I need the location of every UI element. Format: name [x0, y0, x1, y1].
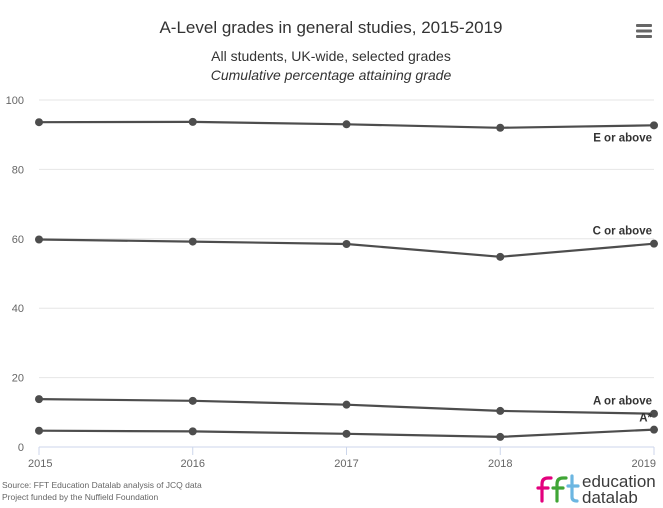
y-tick-label: 60	[12, 234, 24, 246]
x-tick-label: 2018	[488, 458, 512, 470]
series-3: A*	[35, 413, 658, 441]
y-tick-label: 80	[12, 164, 24, 176]
logo-text-education: education	[582, 472, 656, 491]
series-layer: E or above C or above A or above A*	[35, 117, 658, 441]
series-label: E or above	[593, 132, 652, 144]
data-point[interactable]	[188, 117, 197, 126]
logo-text-datalab: datalab	[582, 488, 638, 507]
series-label: A or above	[593, 396, 652, 408]
x-tick-label: 2016	[181, 458, 205, 470]
data-point[interactable]	[496, 252, 505, 261]
y-tick-label: 0	[18, 442, 24, 454]
x-axis: 2015 2016 2017 2018 2019	[28, 446, 656, 470]
data-point[interactable]	[342, 429, 351, 438]
fft-logo: education datalab	[536, 472, 656, 507]
data-point[interactable]	[188, 396, 197, 405]
y-tick-label: 20	[12, 373, 24, 385]
data-point[interactable]	[35, 395, 43, 404]
data-point[interactable]	[650, 239, 658, 248]
data-point[interactable]	[35, 235, 43, 244]
series-label: A*	[639, 413, 652, 425]
data-point[interactable]	[35, 426, 43, 435]
data-point[interactable]	[342, 400, 351, 409]
series-label: C or above	[593, 226, 652, 238]
data-point[interactable]	[650, 121, 658, 130]
y-tick-label: 40	[12, 303, 24, 315]
data-point[interactable]	[188, 427, 197, 436]
funding-note: Project funded by the Nuffield Foundatio…	[2, 492, 159, 502]
series-0: E or above	[35, 117, 658, 144]
data-point[interactable]	[496, 123, 505, 132]
y-tick-label: 100	[6, 95, 24, 107]
x-tick-label: 2019	[632, 458, 656, 470]
data-point[interactable]	[496, 406, 505, 415]
y-axis-ticks: 0 20 40 60 80 100	[6, 95, 24, 454]
hamburger-menu-icon[interactable]	[634, 20, 658, 42]
data-point[interactable]	[496, 432, 505, 441]
data-point[interactable]	[650, 409, 658, 418]
fft-logo-mark	[536, 474, 580, 503]
source-note: Source: FFT Education Datalab analysis o…	[2, 480, 202, 490]
chart-subtitle-secondary: Cumulative percentage attaining grade	[211, 67, 452, 83]
data-point[interactable]	[342, 240, 351, 249]
data-point[interactable]	[35, 118, 43, 127]
data-point[interactable]	[188, 237, 197, 246]
x-tick-label: 2015	[28, 458, 52, 470]
series-2: A or above	[35, 395, 658, 418]
x-tick-label: 2017	[334, 458, 358, 470]
grid-lines	[39, 99, 654, 379]
data-point[interactable]	[650, 425, 658, 434]
chart-subtitle: All students, UK-wide, selected grades	[211, 48, 451, 64]
chart-title: A-Level grades in general studies, 2015-…	[159, 18, 502, 37]
data-point[interactable]	[342, 120, 351, 129]
series-1: C or above	[35, 226, 658, 261]
